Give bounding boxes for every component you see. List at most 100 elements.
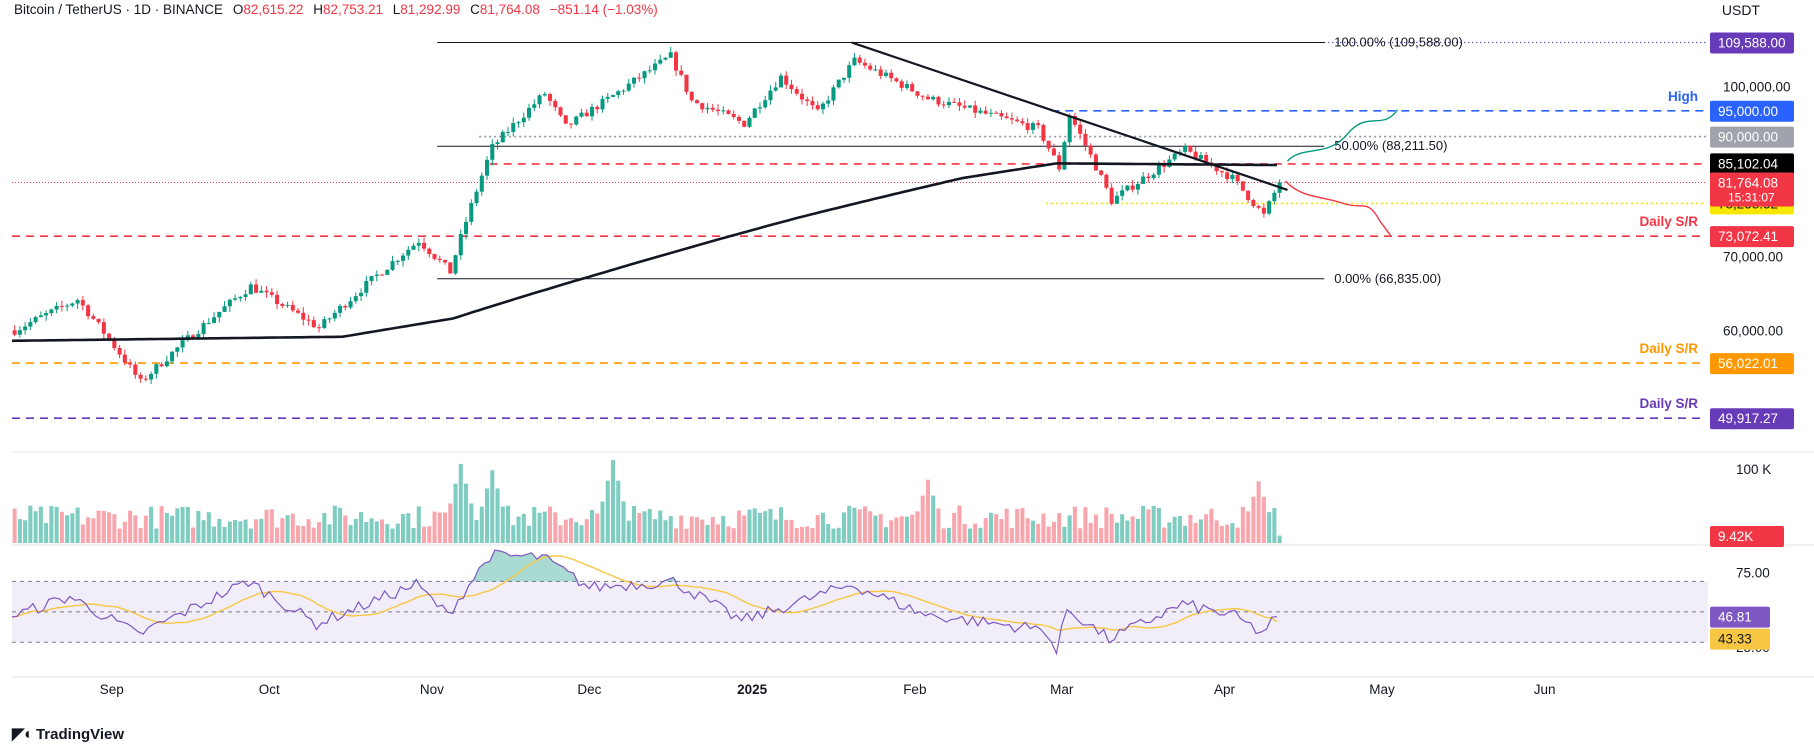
candle[interactable] [563,115,568,124]
candle[interactable] [112,339,117,348]
candle[interactable] [521,117,526,123]
candle[interactable] [579,112,584,117]
candle[interactable] [264,290,269,293]
candle[interactable] [574,116,579,125]
candle[interactable] [589,106,595,117]
candle[interactable] [931,96,936,100]
candle[interactable] [437,258,442,260]
candle[interactable] [443,259,448,263]
candle[interactable] [59,305,64,307]
candle[interactable] [999,113,1004,117]
candle[interactable] [946,101,951,106]
candle[interactable] [448,262,453,274]
candle[interactable] [175,347,180,352]
candle[interactable] [269,292,274,295]
candle[interactable] [107,333,112,340]
candle[interactable] [647,70,652,72]
candle[interactable] [1120,190,1125,196]
candle[interactable] [568,123,574,125]
candle[interactable] [1256,206,1261,208]
candle[interactable] [201,323,206,334]
candle[interactable] [652,63,658,71]
candle[interactable] [847,65,852,78]
candle[interactable] [1230,174,1235,180]
candle[interactable] [810,101,815,106]
candle[interactable] [254,284,259,293]
candle[interactable] [327,318,332,320]
candle[interactable] [301,312,306,320]
candle[interactable] [1193,151,1198,159]
tradingview-logo[interactable]: ◤◖ TradingView [12,724,124,744]
candle[interactable] [86,305,91,317]
candle[interactable] [826,100,831,104]
candle[interactable] [485,159,490,176]
candle[interactable] [1072,115,1077,125]
candle[interactable] [820,103,825,110]
candle[interactable] [364,281,369,293]
candle[interactable] [469,203,474,222]
candle[interactable] [212,317,217,323]
candle[interactable] [789,84,794,90]
candle[interactable] [1041,124,1046,141]
candle[interactable] [343,305,348,308]
candle[interactable] [889,72,894,79]
candle[interactable] [1030,123,1035,130]
candle[interactable] [1046,140,1051,149]
candle[interactable] [1267,201,1272,214]
candle[interactable] [805,99,810,102]
candle[interactable] [1141,176,1146,184]
candle[interactable] [1020,121,1025,124]
candle[interactable] [684,74,689,92]
candle[interactable] [191,335,196,339]
candle[interactable] [1009,118,1014,120]
candle[interactable] [353,296,358,302]
candle[interactable] [873,69,878,71]
candle[interactable] [1078,124,1083,134]
candle[interactable] [1135,183,1140,190]
candle[interactable] [406,249,411,256]
candle[interactable] [474,191,479,204]
candle[interactable] [526,107,532,118]
candle[interactable] [401,255,406,261]
candle[interactable] [164,361,169,367]
trendline[interactable] [851,41,1288,191]
candle[interactable] [1251,200,1256,207]
candle[interactable] [700,103,705,110]
candle[interactable] [348,301,353,308]
candle[interactable] [427,248,432,255]
candle[interactable] [1162,165,1167,167]
candle[interactable] [217,311,222,318]
candle[interactable] [1062,142,1067,170]
candle[interactable] [80,300,85,306]
candle[interactable] [994,112,999,114]
candle[interactable] [747,117,752,127]
candle[interactable] [878,69,883,76]
candle[interactable] [941,104,946,106]
candle[interactable] [936,96,941,105]
candle[interactable] [338,305,343,313]
candle[interactable] [920,95,925,97]
candle[interactable] [694,100,700,104]
candle[interactable] [259,290,264,293]
candle[interactable] [1188,145,1193,152]
candle[interactable] [233,298,238,300]
candle[interactable] [306,319,311,321]
candle[interactable] [1151,174,1156,179]
candle[interactable] [238,297,243,299]
candle[interactable] [227,299,232,307]
candle[interactable] [416,242,421,246]
candle[interactable] [862,62,867,66]
candle[interactable] [196,333,201,339]
candle[interactable] [558,107,563,116]
candle[interactable] [33,317,38,323]
candle[interactable] [605,96,610,99]
candle[interactable] [799,93,804,100]
candle[interactable] [23,326,28,331]
candle[interactable] [159,364,164,367]
candle[interactable] [490,144,495,160]
candle[interactable] [883,72,888,76]
candle[interactable] [988,112,993,114]
candle[interactable] [910,84,915,92]
candle[interactable] [143,378,148,380]
bullish-projection[interactable] [1286,109,1399,162]
